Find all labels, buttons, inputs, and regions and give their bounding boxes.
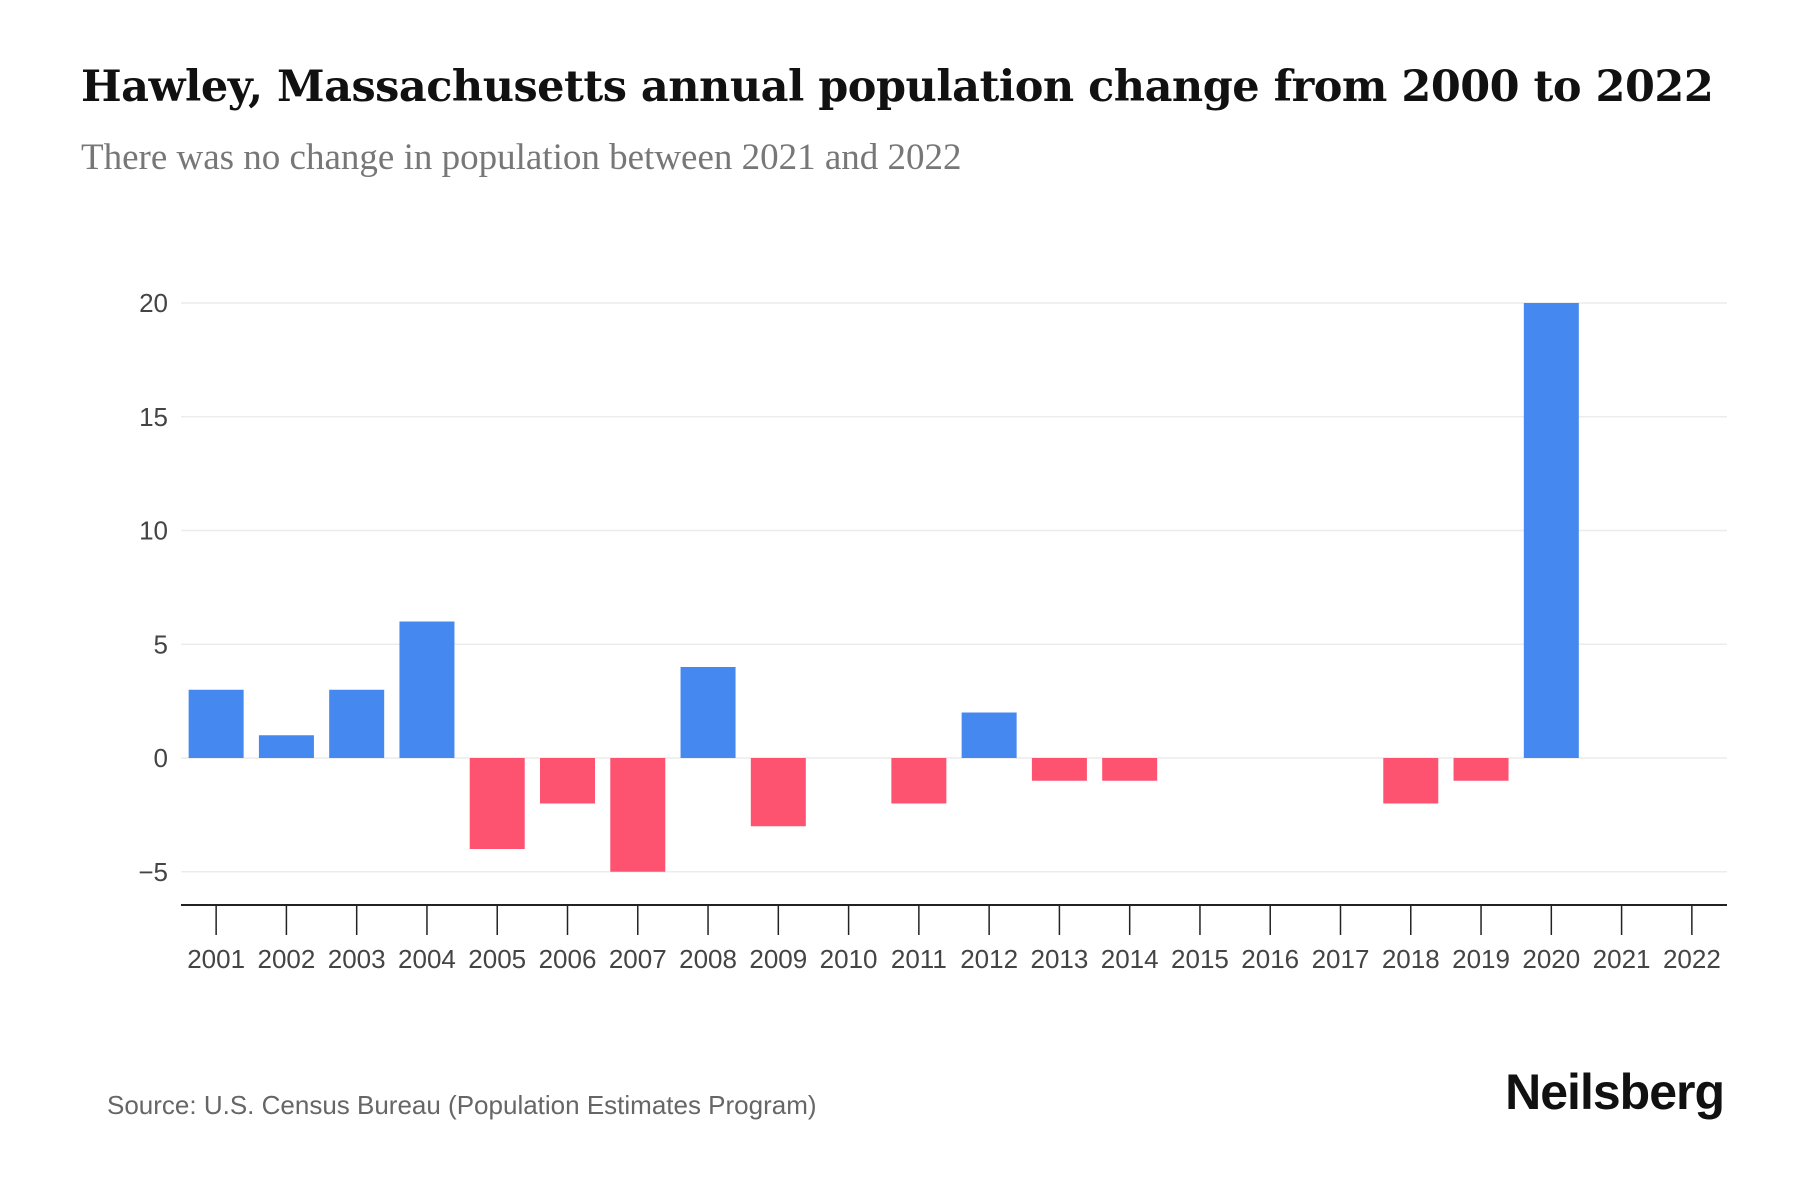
- x-tick-label: 2003: [328, 944, 386, 974]
- x-tick-label: 2020: [1522, 944, 1580, 974]
- chart-subtitle: There was no change in population betwee…: [81, 137, 962, 178]
- x-tick-label: 2022: [1663, 944, 1721, 974]
- y-tick-label: 20: [139, 288, 168, 318]
- x-tick-label: 2021: [1593, 944, 1651, 974]
- bar-2012: [961, 712, 1017, 758]
- bar-2006: [540, 758, 595, 804]
- y-tick-label: 15: [139, 402, 168, 432]
- bar-2011: [891, 758, 947, 804]
- x-tick-label: 2014: [1101, 944, 1159, 974]
- x-tick-label: 2006: [539, 944, 597, 974]
- y-tick-label: 5: [154, 629, 168, 659]
- x-tick-label: 2017: [1312, 944, 1370, 974]
- bar-2005: [469, 758, 525, 849]
- x-tick-label: 2002: [257, 944, 315, 974]
- y-tick-label: 0: [154, 743, 168, 773]
- neilsberg-logo: Neilsberg: [1505, 1064, 1725, 1120]
- x-tick-label: 2018: [1382, 944, 1440, 974]
- y-tick-label: −5: [138, 857, 168, 887]
- bar-2003: [329, 689, 385, 758]
- x-tick-label: 2008: [679, 944, 737, 974]
- bar-2014: [1102, 758, 1158, 781]
- x-tick-label: 2005: [468, 944, 526, 974]
- x-tick-label: 2011: [891, 944, 947, 974]
- x-tick-label: 2007: [609, 944, 667, 974]
- x-tick-label: 2012: [960, 944, 1018, 974]
- bar-2001: [188, 689, 244, 758]
- x-tick-label: 2016: [1241, 944, 1299, 974]
- source-note: Source: U.S. Census Bureau (Population E…: [107, 1090, 817, 1120]
- x-tick-label: 2019: [1452, 944, 1510, 974]
- y-tick-label: 10: [139, 516, 168, 546]
- x-tick-label: 2010: [820, 944, 878, 974]
- bar-2004: [399, 621, 455, 758]
- chart-title: Hawley, Massachusetts annual population …: [81, 62, 1714, 112]
- bar-2019: [1453, 758, 1509, 781]
- x-tick-label: 2001: [187, 944, 245, 974]
- bar-2002: [258, 735, 314, 758]
- bar-2008: [680, 667, 736, 758]
- x-tick-label: 2013: [1030, 944, 1088, 974]
- bar-2013: [1031, 758, 1087, 781]
- bar-2020: [1523, 303, 1579, 758]
- x-tick-label: 2015: [1171, 944, 1229, 974]
- x-tick-label: 2009: [749, 944, 807, 974]
- x-tick-label: 2004: [398, 944, 456, 974]
- bar-2018: [1383, 758, 1439, 804]
- bar-2009: [750, 758, 806, 827]
- bar-2007: [610, 758, 666, 872]
